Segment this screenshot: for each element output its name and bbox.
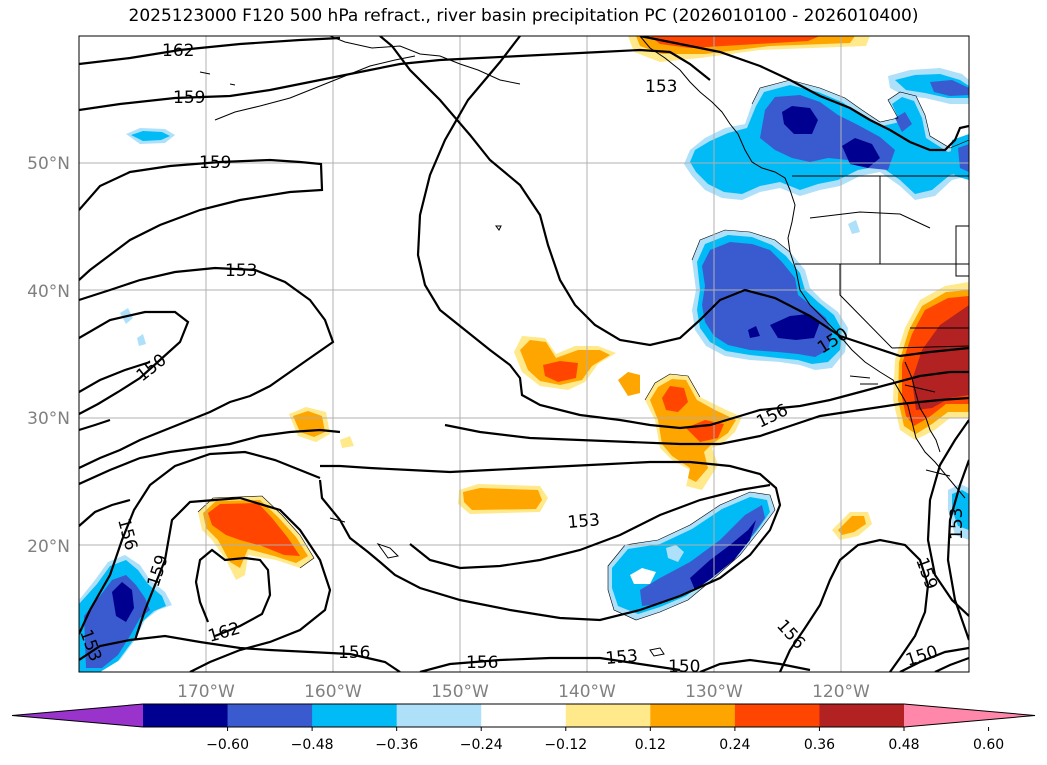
shading-outlines <box>197 79 969 621</box>
coastlines <box>199 36 969 657</box>
contour-label: 150 <box>668 657 700 677</box>
colorbar-segment <box>312 704 398 727</box>
map-area: 162 159 159 153 150 156 159 162 153 156 … <box>79 36 969 677</box>
contour-label: 153 <box>645 77 677 97</box>
colorbar-tick-label: −0.60 <box>206 737 249 753</box>
contour-label: 159 <box>173 88 205 108</box>
lat-tick-label: 40°N <box>27 282 70 302</box>
colorbar-tick-label: −0.24 <box>460 737 503 753</box>
colorbar-tick-label: −0.48 <box>291 737 334 753</box>
lat-tick-label: 20°N <box>27 537 70 557</box>
colorbar-segment <box>650 704 736 727</box>
precip-positive-shading <box>198 36 969 580</box>
contour-label: 156 <box>338 643 370 663</box>
lon-tick-label: 170°W <box>177 682 235 702</box>
colorbar-tick-label: 0.12 <box>635 737 666 753</box>
colorbar: −0.60 −0.48 −0.36 −0.24 −0.12 0.12 0.24 0.36 0.4… <box>11 703 1036 753</box>
lon-tick-label: 150°W <box>431 682 489 702</box>
colorbar-segment <box>481 704 567 727</box>
graticule <box>79 36 969 672</box>
contour-label: 153 <box>605 646 639 669</box>
chart-title: 2025123000 F120 500 hPa refract., river … <box>128 6 919 26</box>
precip-negative-shading <box>79 68 969 672</box>
latitude-labels: 20°N 30°N 40°N 50°N <box>27 154 70 557</box>
colorbar-tick-label: 0.60 <box>973 737 1004 753</box>
colorbar-segment <box>819 704 905 727</box>
lat-tick-label: 30°N <box>27 409 70 429</box>
contour-label: 153 <box>947 508 967 540</box>
contour-label: 162 <box>162 41 194 61</box>
lat-tick-label: 50°N <box>27 154 70 174</box>
colorbar-segment <box>396 704 482 727</box>
colorbar-segment <box>734 704 820 727</box>
contour-label: 153 <box>225 261 257 281</box>
lon-tick-label: 130°W <box>685 682 743 702</box>
colorbar-tick-label: 0.24 <box>719 737 750 753</box>
colorbar-tick-label: −0.36 <box>375 737 418 753</box>
contour-label: 153 <box>567 510 601 533</box>
contour-label: 159 <box>199 153 231 173</box>
contour-label: 156 <box>466 653 498 673</box>
colorbar-segment <box>565 704 651 727</box>
refractivity-contours <box>79 36 969 672</box>
map-frame <box>78 35 970 673</box>
lon-tick-label: 160°W <box>304 682 362 702</box>
longitude-labels: 170°W 160°W 150°W 140°W 130°W 120°W <box>177 682 870 702</box>
lon-tick-label: 120°W <box>812 682 870 702</box>
colorbar-segment <box>227 704 313 727</box>
colorbar-tick-label: −0.12 <box>544 737 587 753</box>
lon-tick-label: 140°W <box>558 682 616 702</box>
colorbar-tick-label: 0.36 <box>804 737 835 753</box>
colorbar-segment <box>143 704 229 727</box>
colorbar-outline <box>11 703 1036 728</box>
colorbar-extend-low <box>12 704 143 727</box>
colorbar-extend-high <box>904 704 1035 727</box>
colorbar-tick-label: 0.48 <box>888 737 919 753</box>
